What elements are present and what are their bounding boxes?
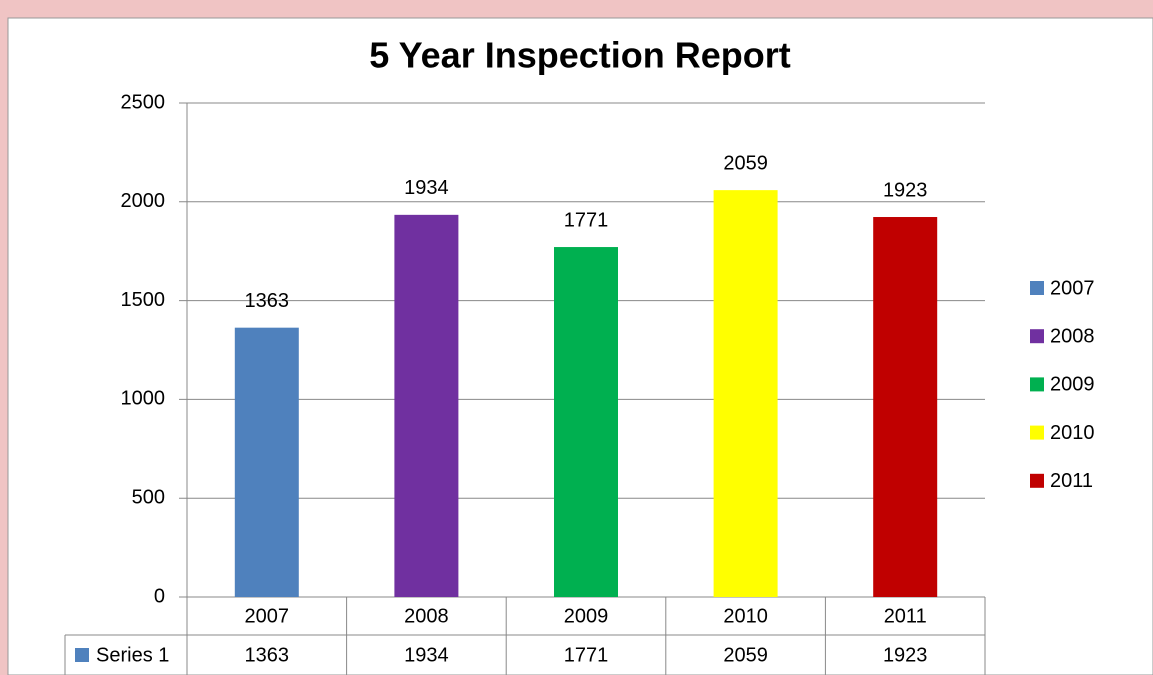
y-tick-label: 2500 [121,91,166,113]
legend-label: 2007 [1050,277,1095,299]
x-tick-label: 2007 [245,605,290,627]
data-label: 1934 [404,177,449,199]
data-label: 1923 [883,179,928,201]
chart-title: 5 Year Inspection Report [369,35,790,76]
legend-label: 2009 [1050,374,1095,396]
bar [873,217,938,597]
legend-swatch [1030,329,1044,344]
data-label: 1771 [564,209,609,231]
table-value: 1363 [245,644,290,666]
legend-swatch [1030,281,1044,295]
y-tick-label: 500 [132,486,165,508]
legend-label: 2008 [1050,325,1095,347]
bar [554,247,618,597]
y-tick-label: 0 [154,585,165,607]
table-value: 1923 [883,644,928,666]
legend-label: 2011 [1050,470,1093,492]
legend-swatch [1030,377,1044,392]
y-tick-label: 1000 [121,388,166,410]
legend-label: 2010 [1050,422,1095,444]
data-label: 1363 [245,290,290,312]
legend-key [75,648,89,662]
x-tick-label: 2008 [404,605,449,627]
legend-swatch [1030,425,1044,440]
series-name: Series 1 [96,644,169,666]
x-tick-label: 2011 [884,605,927,627]
table-value: 2059 [723,644,768,666]
x-tick-label: 2009 [564,605,609,627]
bar [713,190,778,597]
legend-swatch [1030,473,1044,488]
data-label: 2059 [723,152,768,174]
bar [394,214,459,597]
y-tick-label: 1500 [121,289,166,311]
bar [234,327,299,597]
y-tick-label: 2000 [121,190,166,212]
table-value: 1934 [404,644,449,666]
table-value: 1771 [564,644,609,666]
x-tick-label: 2010 [723,605,768,627]
